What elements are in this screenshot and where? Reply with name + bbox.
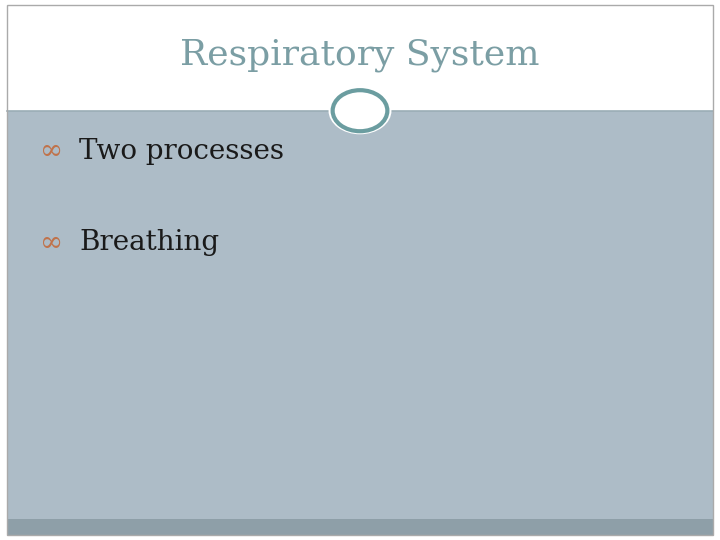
FancyBboxPatch shape [7,5,713,111]
Text: Two processes: Two processes [79,138,284,165]
Text: ∞: ∞ [40,138,63,165]
FancyBboxPatch shape [7,111,713,519]
Circle shape [328,87,392,134]
Text: Breathing: Breathing [79,230,220,256]
Text: ∞: ∞ [40,230,63,256]
Text: Respiratory System: Respiratory System [180,38,540,72]
FancyBboxPatch shape [7,519,713,535]
